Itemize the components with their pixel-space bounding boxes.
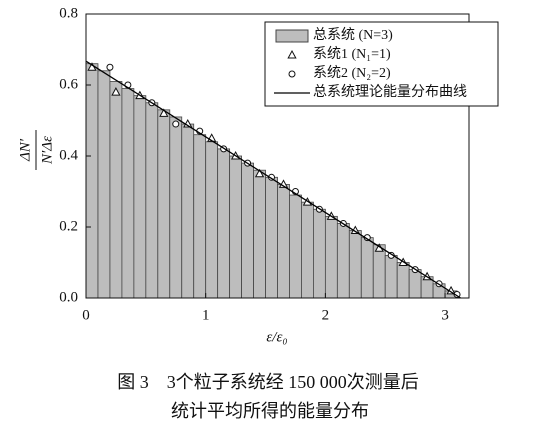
x-tick-label: 1 (202, 307, 210, 323)
y-label-numerator: ΔN′ (17, 138, 33, 162)
triangle-point (254, 168, 265, 178)
y-label-denominator: N′Δε (39, 136, 55, 165)
bar (348, 230, 362, 299)
bar (181, 123, 195, 299)
bar (169, 116, 183, 299)
bar (133, 95, 147, 299)
caption: 统计平均所得的能量分布 (171, 401, 369, 421)
y-tick-label: 0.8 (59, 5, 78, 21)
circle-point (172, 120, 180, 128)
triangle-point (111, 87, 121, 96)
circle-point (106, 63, 114, 71)
bar (97, 70, 111, 299)
bar (324, 215, 338, 299)
legend-triangle (287, 49, 297, 59)
legend-label: 总系统理论能量分布曲线 (313, 84, 467, 100)
bar (384, 254, 398, 299)
bar (193, 134, 207, 299)
bar (265, 176, 278, 299)
triangle-point (278, 179, 289, 188)
bar (372, 244, 386, 299)
x-tick-label: 0 (82, 307, 90, 323)
legend-label: 总系统 (N=3) (313, 27, 393, 43)
legend-swatch (275, 29, 309, 43)
y-axis-label: ΔN′ N′Δε (17, 130, 55, 170)
legend-circle (288, 70, 296, 78)
bar (121, 88, 135, 299)
y-tick-label: 0.6 (59, 76, 78, 92)
bar (157, 109, 171, 299)
bar (396, 262, 410, 299)
x-axis-label: ε/ε₀ (266, 329, 287, 345)
bar (289, 194, 302, 299)
triangle-point (159, 108, 169, 117)
y-tick-label: 0.4 (59, 147, 78, 163)
x-tick-label: 2 (322, 307, 330, 323)
x-tick-label: 3 (441, 307, 449, 323)
bar (205, 141, 219, 299)
bar (360, 237, 374, 299)
legend-label: 系统2 (N₂=2) (313, 65, 391, 81)
bar (229, 155, 242, 299)
bar (217, 148, 231, 299)
bar (301, 201, 314, 299)
bar (408, 269, 422, 299)
bar (85, 63, 99, 299)
theory-line (85, 60, 461, 299)
bar (336, 223, 350, 299)
bar (241, 162, 254, 299)
y-tick-label: 0.2 (59, 218, 78, 234)
y-tick-label: 0.0 (59, 289, 78, 305)
bar (277, 183, 290, 299)
bar (253, 169, 266, 299)
bar (313, 208, 326, 299)
bar (109, 81, 123, 299)
bar (145, 102, 159, 299)
caption: 图 3 3个粒子系统经 150 000次测量后 (117, 372, 419, 392)
legend-label: 系统1 (N₁=1) (313, 46, 391, 62)
